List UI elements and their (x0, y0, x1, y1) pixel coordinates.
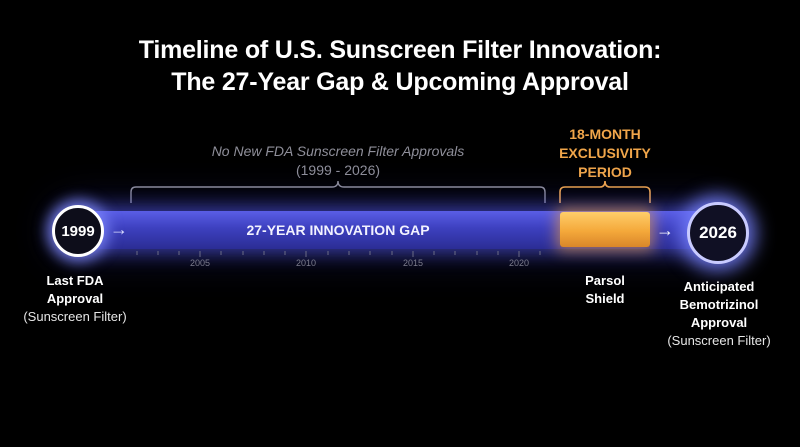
arrow-right-icon: → (110, 219, 128, 239)
parsol-caption-line-1: Parsol (585, 273, 625, 288)
end-caption-line-4: (Sunscreen Filter) (667, 333, 771, 348)
end-year-label: 2026 (699, 223, 737, 242)
gap-bar-label: 27-YEAR INNOVATION GAP (246, 222, 430, 238)
year-tick-2005: 2005 (189, 258, 211, 268)
gap-annotation: No New FDA Sunscreen Filter Approvals (1… (130, 142, 546, 180)
title-line-2: The 27-Year Gap & Upcoming Approval (171, 68, 629, 96)
parsol-caption: Parsol Shield (555, 272, 655, 308)
diagram-title: Timeline of U.S. Sunscreen Filter Innova… (0, 34, 800, 98)
end-caption-line-1: Anticipated (683, 279, 755, 294)
end-caption-line-3: Approval (690, 315, 748, 330)
start-year-label: 1999 (61, 222, 95, 240)
gap-annotation-line-2: (1999 - 2026) (295, 162, 381, 178)
start-caption-line-2: Approval (46, 291, 104, 306)
end-caption-line-2: Bemotrizinol (679, 297, 759, 312)
exclusivity-line-3: PERIOD (578, 164, 632, 180)
year-tick-2020: 2020 (508, 258, 530, 268)
start-caption-line-3: (Sunscreen Filter) (23, 309, 127, 324)
year-tick-2015: 2015 (402, 258, 424, 268)
start-caption: Last FDA Approval (Sunscreen Filter) (10, 272, 140, 326)
exclusivity-label: 18-MONTH EXCLUSIVITY PERIOD (548, 125, 662, 182)
exclusivity-segment (560, 212, 650, 247)
start-caption-line-1: Last FDA (46, 273, 104, 288)
title-line-1: Timeline of U.S. Sunscreen Filter Innova… (138, 36, 662, 64)
gap-annotation-line-1: No New FDA Sunscreen Filter Approvals (211, 143, 465, 159)
year-tick-2010: 2010 (295, 258, 317, 268)
end-year-node: 2026 (687, 202, 749, 264)
start-year-node: 1999 (52, 205, 104, 257)
exclusivity-line-2: EXCLUSIVITY (559, 145, 651, 161)
exclusivity-brace (559, 180, 651, 203)
end-caption: Anticipated Bemotrizinol Approval (Sunsc… (651, 278, 787, 350)
parsol-caption-line-2: Shield (585, 291, 625, 306)
arrow-right-icon: → (656, 220, 674, 240)
exclusivity-line-1: 18-MONTH (569, 126, 641, 142)
